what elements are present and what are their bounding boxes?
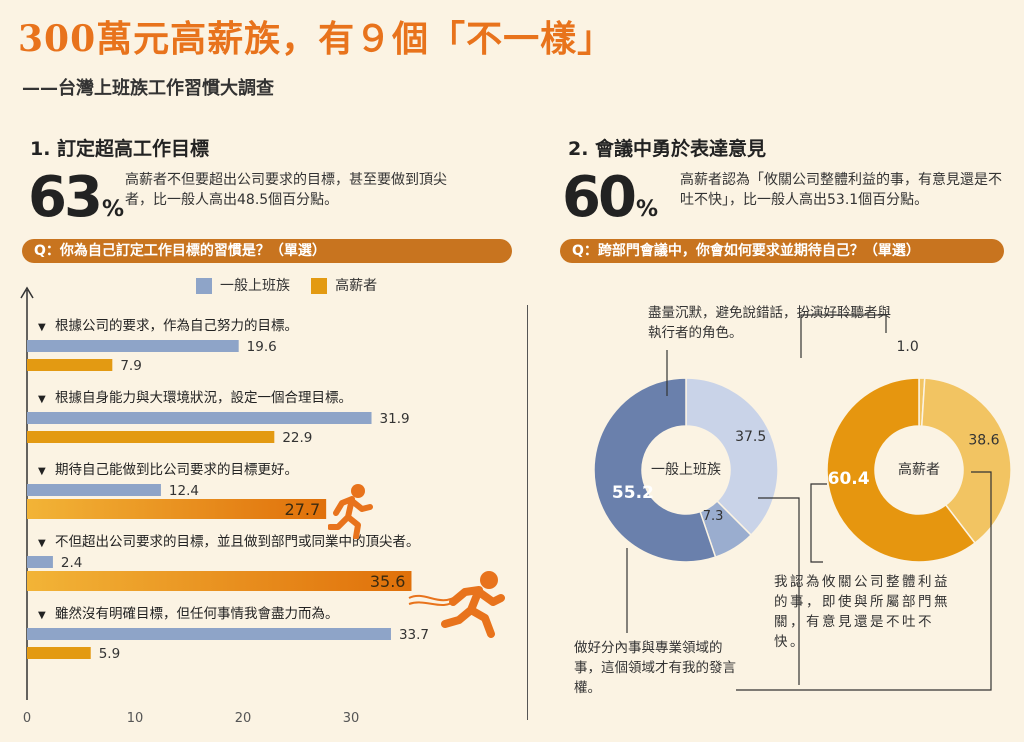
section1-heading: 1. 訂定超高工作目標 bbox=[30, 138, 210, 160]
bar-general-value: 31.9 bbox=[380, 411, 410, 427]
section2-description: 高薪者認為「攸關公司整體利益的事，有意見還是不吐不快」，比一般人高出53.1個百… bbox=[680, 172, 1002, 208]
legend-general-label: 一般上班族 bbox=[220, 278, 290, 294]
category-label: 根據公司的要求，作為自己努力的目標。 bbox=[55, 318, 298, 334]
legend-general: 一般上班族 bbox=[196, 278, 290, 294]
bar-general-value: 12.4 bbox=[169, 483, 199, 499]
bar-general bbox=[27, 628, 391, 640]
section1-big-number: 63% bbox=[28, 170, 124, 226]
category-marker: ▼ bbox=[38, 322, 46, 333]
section-divider bbox=[527, 305, 528, 720]
donut-high-slice bbox=[920, 377, 1012, 545]
donut-high-slice-label: 60.4 bbox=[828, 469, 870, 489]
bar-high-value: 5.9 bbox=[99, 646, 120, 662]
y-axis-arrow bbox=[20, 286, 34, 299]
bar-high bbox=[27, 571, 412, 591]
legend-high: 高薪者 bbox=[311, 278, 377, 294]
subtitle: ——台灣上班族工作習慣大調查 bbox=[22, 78, 274, 99]
category-label: 期待自己能做到比公司要求的目標更好。 bbox=[55, 462, 298, 478]
bar-legend: 一般上班族 高薪者 bbox=[196, 275, 393, 295]
running-with-ribbon-icon bbox=[408, 571, 505, 638]
section1-big-unit: % bbox=[101, 197, 124, 222]
donut-general-slice bbox=[685, 377, 779, 537]
section2-big-number: 60% bbox=[562, 170, 658, 226]
bar-high-value: 22.9 bbox=[282, 430, 312, 446]
category-label: 雖然沒有明確目標，但任何事情我會盡力而為。 bbox=[55, 605, 339, 622]
legend-high-label: 高薪者 bbox=[335, 278, 378, 294]
bar-general bbox=[27, 484, 161, 496]
category-marker: ▼ bbox=[38, 538, 46, 549]
bar-high-value: 35.6 bbox=[370, 572, 406, 591]
bar-high bbox=[27, 359, 113, 371]
bar-general-value: 2.4 bbox=[61, 555, 82, 571]
runner-icon bbox=[328, 484, 373, 539]
donut-general-slice-label: 37.5 bbox=[735, 429, 766, 445]
bar-general-value: 33.7 bbox=[399, 627, 429, 643]
leader-line-speak-high bbox=[810, 483, 827, 563]
bar-chart: 0 10 20 30 ▼ 根據公司的要求，作為自己努力的目標。 19.6 7.9 ▼ 根據自身能力… bbox=[20, 286, 429, 726]
leader-line-own-high bbox=[736, 471, 992, 691]
bar-high bbox=[27, 499, 327, 519]
section2-big-value: 60 bbox=[562, 165, 637, 230]
donut-high-center-label: 高薪者 bbox=[898, 461, 940, 478]
annotation-silent: 盡量沉默，避免說錯話，扮演好聆聽者與執行者的角色。 bbox=[648, 305, 891, 341]
bar-high bbox=[27, 647, 91, 659]
category-label: 根據自身能力與大環境狀況，設定一個合理目標。 bbox=[55, 390, 352, 406]
donut-general-slice-label: 7.3 bbox=[703, 509, 724, 524]
leader-line-speak-general bbox=[758, 497, 800, 685]
bar-general bbox=[27, 412, 372, 424]
donut-charts: 37.5 7.3 55.2 一般上班族 1.0 38.6 60.4 高薪者 bbox=[593, 314, 1012, 691]
x-tick-label: 20 bbox=[235, 711, 252, 726]
donut-general-slice bbox=[593, 377, 717, 563]
bar-high-value: 7.9 bbox=[120, 358, 141, 374]
category-marker: ▼ bbox=[38, 394, 46, 405]
x-tick-label: 0 bbox=[23, 711, 31, 726]
bar-general bbox=[27, 340, 239, 352]
bar-general-value: 19.6 bbox=[247, 339, 277, 355]
bar-high-value: 27.7 bbox=[285, 500, 321, 519]
legend-high-swatch bbox=[311, 278, 328, 294]
section1-question-bar: Q：你為自己訂定工作目標的習慣是？（單選） bbox=[22, 239, 512, 263]
donut-general-center-label: 一般上班族 bbox=[651, 462, 721, 478]
section2-big-unit: % bbox=[635, 197, 658, 222]
section1-description: 高薪者不但要超出公司要求的目標，甚至要做到頂尖者，比一般人高出48.5個百分點。 bbox=[125, 172, 447, 208]
category-label: 不但超出公司要求的目標，並且做到部門或同業中的頂尖者。 bbox=[55, 534, 420, 550]
x-tick-label: 30 bbox=[343, 711, 360, 726]
section2-question-bar: Q：跨部門會議中，你會如何要求並期待自己？（單選） bbox=[560, 239, 1004, 263]
donut-high-slice bbox=[826, 377, 976, 563]
legend-general-swatch bbox=[196, 278, 212, 294]
annotation-speak: 我認為攸關公司整體利益的事，即使與所屬部門無關，有意見還是不吐不快。 bbox=[774, 574, 950, 650]
leader-line-silent-high bbox=[800, 314, 887, 358]
bar-general bbox=[27, 556, 53, 568]
category-marker: ▼ bbox=[38, 466, 46, 477]
section2-heading: 2. 會議中勇於表達意見 bbox=[568, 138, 767, 160]
donut-high-slice-label: 1.0 bbox=[896, 339, 918, 355]
x-tick-label: 10 bbox=[127, 711, 144, 726]
category-marker: ▼ bbox=[38, 610, 46, 621]
section1-big-value: 63 bbox=[28, 165, 103, 230]
donut-high-slice-label: 38.6 bbox=[968, 433, 999, 449]
main-title: 300萬元高薪族，有９個「不一樣」 bbox=[18, 18, 615, 60]
annotation-own-domain: 做好分內事與專業領域的事，這個領域才有我的發言權。 bbox=[574, 640, 736, 696]
donut-general-slice-label: 55.2 bbox=[612, 483, 654, 503]
bar-high bbox=[27, 431, 275, 443]
